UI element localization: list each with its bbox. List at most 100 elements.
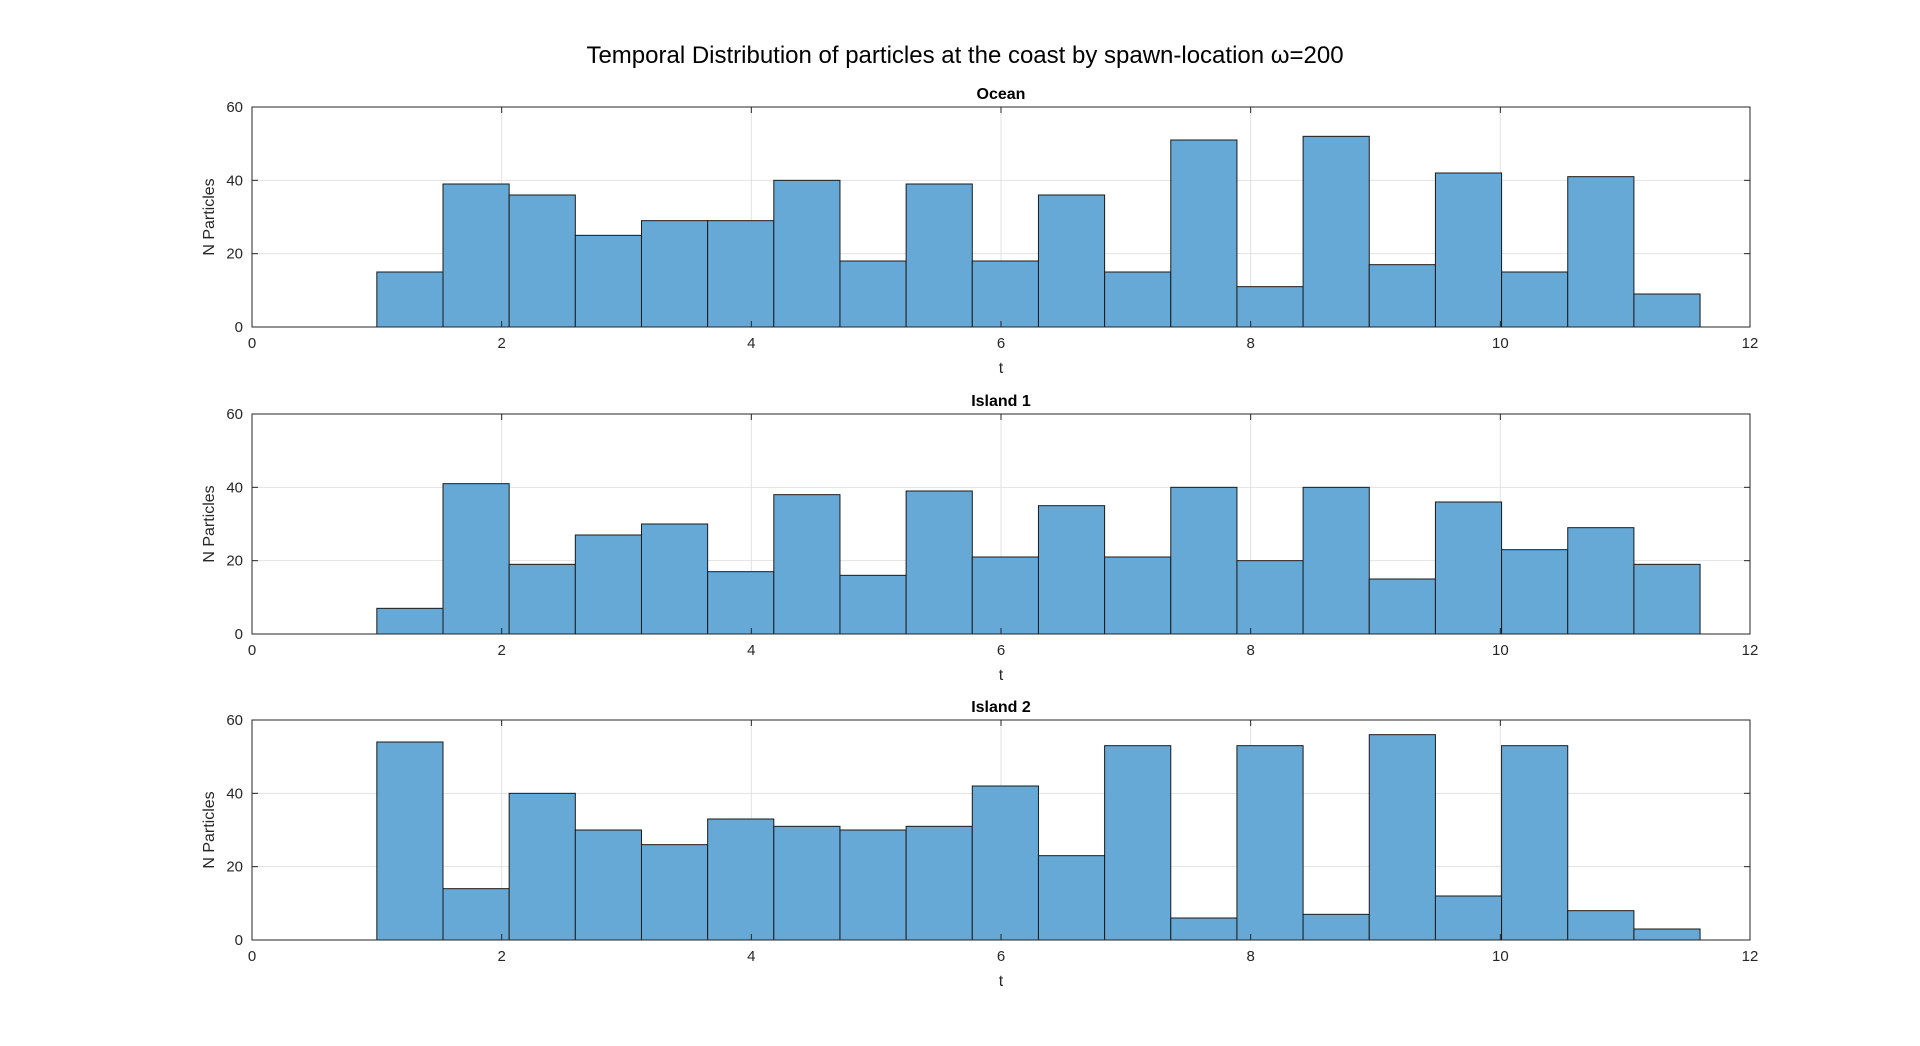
figure-title: Temporal Distribution of particles at th…: [586, 42, 1343, 69]
histogram-bar: [508, 792, 576, 941]
x-tick-label: 2: [497, 948, 505, 965]
y-tick-label: 40: [226, 479, 243, 496]
histogram-bar: [839, 829, 907, 941]
x-axis-label: t: [999, 973, 1004, 990]
histogram-bar: [905, 183, 973, 328]
histogram-bar: [508, 563, 576, 635]
histogram-bar: [376, 741, 444, 941]
histogram-bar: [574, 234, 642, 328]
histogram-bar: [1236, 560, 1304, 635]
x-tick-label: 6: [997, 948, 1005, 965]
histogram-bar: [442, 183, 510, 328]
histogram-bar: [1302, 135, 1370, 328]
histogram-bar: [905, 825, 973, 941]
histogram-bar: [1104, 271, 1172, 328]
histogram-bar: [442, 888, 510, 941]
x-tick-label: 12: [1742, 335, 1759, 352]
y-tick-label: 0: [235, 626, 243, 643]
histogram-bar: [1037, 505, 1106, 635]
histogram-bar: [1567, 527, 1635, 635]
y-tick-label: 40: [226, 785, 243, 802]
y-axis-label: N Particles: [201, 485, 218, 562]
histogram-bar: [1037, 194, 1106, 328]
histogram-bar: [971, 785, 1039, 941]
histogram-bar: [707, 818, 775, 941]
y-tick-label: 60: [226, 406, 243, 423]
histogram-bar: [1434, 895, 1503, 941]
histogram-bar: [1236, 286, 1304, 328]
x-tick-label: 10: [1492, 335, 1509, 352]
x-tick-label: 0: [248, 335, 256, 352]
histogram-bar: [640, 220, 709, 328]
histogram-bar: [376, 607, 444, 635]
histogram-bar: [773, 179, 841, 328]
histogram-bar: [640, 844, 709, 941]
histogram-bar: [1368, 264, 1436, 328]
histogram-bar: [376, 271, 444, 328]
histogram-bar: [508, 194, 576, 328]
histogram-bar: [839, 574, 907, 635]
histogram-bar: [640, 523, 709, 635]
panel-title: Ocean: [977, 86, 1026, 103]
histogram-bar: [1567, 176, 1635, 328]
histogram-bar: [1302, 486, 1370, 635]
histogram-bar: [1434, 501, 1503, 635]
x-tick-label: 8: [1246, 335, 1254, 352]
y-tick-label: 20: [226, 859, 243, 876]
histogram-bar: [1633, 293, 1701, 328]
histogram-bar: [707, 220, 775, 328]
histogram-bar: [1368, 734, 1436, 941]
x-tick-label: 6: [997, 335, 1005, 352]
histogram-bar: [574, 829, 642, 941]
x-tick-label: 6: [997, 642, 1005, 659]
histogram-bar: [1501, 745, 1569, 941]
x-tick-label: 2: [497, 335, 505, 352]
y-axis-label: N Particles: [201, 791, 218, 868]
histogram-bar: [1501, 549, 1569, 635]
y-tick-label: 40: [226, 172, 243, 189]
x-tick-label: 12: [1742, 642, 1759, 659]
x-tick-label: 8: [1246, 948, 1254, 965]
y-tick-label: 60: [226, 712, 243, 729]
histogram-bar: [1633, 928, 1701, 941]
histogram-bar: [1501, 271, 1569, 328]
y-tick-label: 20: [226, 553, 243, 570]
panel-title: Island 1: [971, 393, 1031, 410]
y-tick-label: 0: [235, 319, 243, 336]
x-tick-label: 4: [747, 948, 755, 965]
histogram-bar: [1170, 139, 1238, 328]
x-tick-label: 8: [1246, 642, 1254, 659]
histogram-bar: [1302, 913, 1370, 941]
histogram-bar: [442, 483, 510, 635]
histogram-bar: [773, 825, 841, 941]
histogram-bar: [1170, 917, 1238, 941]
histogram-bar: [1567, 910, 1635, 941]
histogram-bar: [839, 260, 907, 328]
x-tick-label: 0: [248, 948, 256, 965]
histogram-bar: [971, 556, 1039, 635]
x-tick-label: 2: [497, 642, 505, 659]
x-tick-label: 4: [747, 642, 755, 659]
y-tick-label: 60: [226, 99, 243, 116]
x-tick-label: 10: [1492, 642, 1509, 659]
histogram-bar: [1434, 172, 1503, 328]
histogram-bar: [1170, 486, 1238, 635]
histogram-bar: [707, 571, 775, 635]
histogram-bar: [1236, 745, 1304, 941]
y-tick-label: 0: [235, 932, 243, 949]
histogram-bar: [1104, 745, 1172, 941]
histogram-bar: [1037, 855, 1106, 941]
x-tick-label: 4: [747, 335, 755, 352]
x-tick-label: 12: [1742, 948, 1759, 965]
histogram-bar: [773, 494, 841, 635]
histogram-bar: [971, 260, 1039, 328]
x-tick-label: 10: [1492, 948, 1509, 965]
x-tick-label: 0: [248, 642, 256, 659]
histogram-bar: [1633, 563, 1701, 635]
histogram-bar: [905, 490, 973, 635]
histogram-bar: [1104, 556, 1172, 635]
y-axis-label: N Particles: [201, 178, 218, 255]
histogram-bar: [1368, 578, 1436, 635]
histogram-bar: [574, 534, 642, 635]
